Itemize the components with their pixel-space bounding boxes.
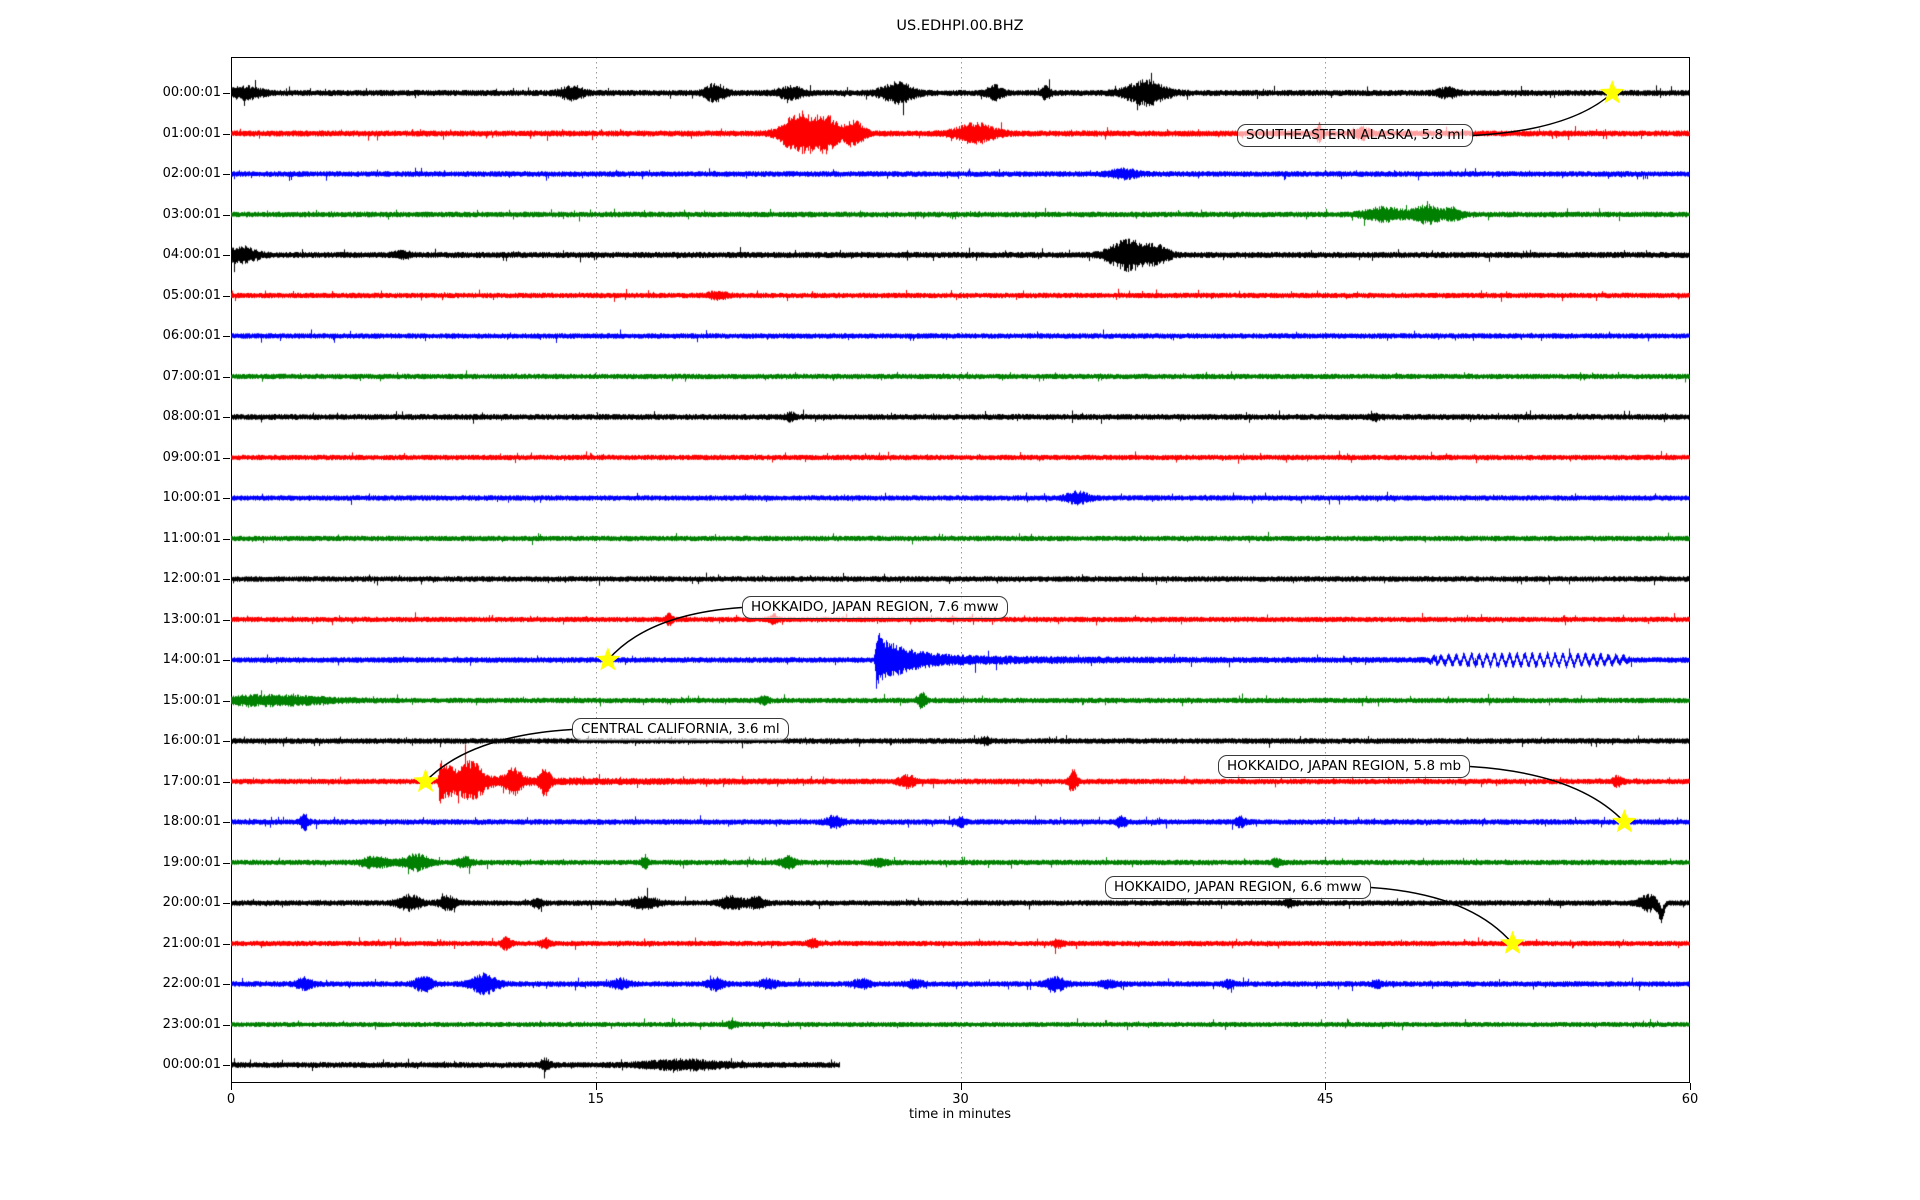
x-tick-label: 30: [952, 1092, 969, 1107]
y-tick-label-hour: 09:00:01: [162, 449, 221, 465]
x-tick-mark: [231, 1083, 232, 1090]
y-tick-mark: [223, 781, 230, 783]
y-tick-mark: [223, 457, 230, 459]
x-axis-title: time in minutes: [908, 1107, 1012, 1122]
y-tick-label-hour: 02:00:01: [162, 166, 221, 181]
y-tick-label-hour: 22:00:01: [162, 976, 221, 991]
y-tick-label-hour: 05:00:01: [162, 287, 221, 303]
y-tick-label-hour: 07:00:01: [162, 368, 221, 384]
y-tick-mark: [223, 903, 230, 904]
y-tick-mark: [223, 255, 230, 256]
y-tick-label-hour: 00:00:01: [162, 1057, 221, 1072]
y-tick-label-hour: 10:00:01: [162, 490, 221, 505]
y-tick-mark: [223, 376, 230, 378]
y-tick-label-hour: 06:00:01: [162, 328, 221, 343]
y-tick-mark: [223, 1024, 230, 1026]
y-tick-label-hour: 14:00:01: [162, 652, 221, 667]
y-tick-mark: [223, 417, 230, 418]
y-tick-mark: [223, 619, 230, 621]
y-tick-label-hour: 19:00:01: [162, 854, 221, 870]
x-tick-mark: [960, 1083, 962, 1090]
y-tick-mark: [223, 214, 230, 216]
y-tick-mark: [223, 174, 230, 175]
y-tick-mark: [223, 336, 230, 337]
y-tick-mark: [223, 295, 230, 297]
y-tick-label-hour: 15:00:01: [162, 692, 221, 708]
event-annotation-label: HOKKAIDO, JAPAN REGION, 6.6 mww: [1105, 876, 1371, 899]
y-tick-label-hour: 01:00:01: [162, 125, 221, 141]
y-tick-label-hour: 08:00:01: [162, 409, 221, 424]
y-tick-label-hour: 11:00:01: [162, 530, 221, 546]
y-tick-label-hour: 18:00:01: [162, 814, 221, 829]
x-tick-mark: [595, 1083, 597, 1090]
y-tick-mark: [223, 984, 230, 985]
y-tick-label-hour: 17:00:01: [162, 773, 221, 789]
event-annotation-label: HOKKAIDO, JAPAN REGION, 7.6 mww: [742, 596, 1008, 619]
y-tick-label-hour: 03:00:01: [162, 206, 221, 222]
y-tick-mark: [223, 943, 230, 945]
y-tick-mark: [223, 822, 230, 823]
y-tick-mark: [223, 1065, 230, 1066]
y-tick-mark: [223, 93, 230, 94]
seismogram-traces-canvas: [231, 57, 1690, 1083]
event-annotation-label: CENTRAL CALIFORNIA, 3.6 ml: [572, 718, 789, 741]
y-tick-mark: [223, 660, 230, 661]
x-tick-label: 60: [1681, 1092, 1699, 1107]
x-tick-label: 15: [587, 1092, 605, 1107]
y-tick-label-hour: 00:00:01: [162, 85, 221, 100]
x-tick-mark: [1690, 1083, 1691, 1090]
y-tick-mark: [223, 538, 230, 540]
y-tick-mark: [223, 862, 230, 864]
y-tick-mark: [223, 741, 230, 742]
x-tick-label: 45: [1316, 1092, 1334, 1107]
y-tick-label-hour: 16:00:01: [162, 733, 221, 748]
y-tick-label-hour: 21:00:01: [162, 935, 221, 951]
y-tick-mark: [223, 700, 230, 702]
event-annotation-label: HOKKAIDO, JAPAN REGION, 5.8 mb: [1218, 755, 1471, 778]
y-tick-label-hour: 23:00:01: [162, 1016, 221, 1032]
x-tick-label: 0: [226, 1092, 236, 1107]
y-tick-label-hour: 12:00:01: [162, 571, 221, 586]
y-tick-mark: [223, 579, 230, 580]
y-tick-label-hour: 13:00:01: [162, 611, 221, 627]
y-tick-mark: [223, 498, 230, 499]
x-tick-mark: [1325, 1083, 1327, 1090]
y-tick-label-hour: 04:00:01: [162, 247, 221, 262]
event-annotation-label: SOUTHEASTERN ALASKA, 5.8 ml: [1237, 124, 1474, 147]
y-tick-mark: [223, 133, 230, 135]
y-tick-label-hour: 20:00:01: [162, 895, 221, 910]
page-title: US.EDHPI.00.BHZ: [896, 18, 1024, 34]
